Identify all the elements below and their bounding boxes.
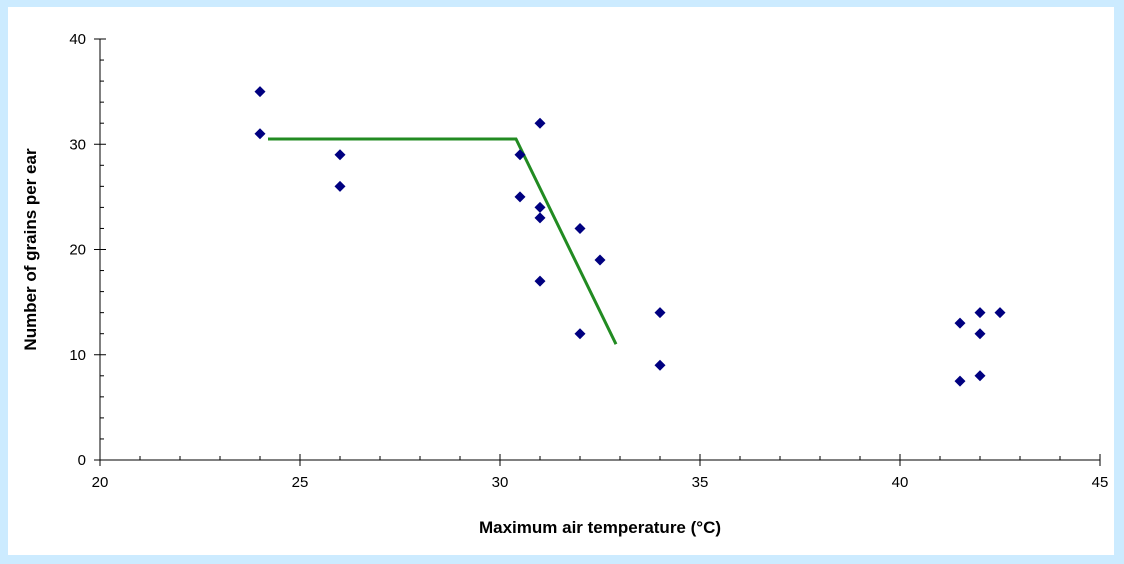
y-tick-label: 10 — [69, 347, 86, 364]
data-point — [534, 117, 546, 129]
x-tick-label: 30 — [492, 474, 509, 491]
data-point — [954, 317, 966, 329]
data-point — [574, 328, 586, 340]
fit-line — [268, 137, 618, 345]
data-point — [574, 222, 586, 234]
data-point — [334, 180, 346, 192]
data-point — [534, 212, 546, 224]
data-point — [334, 149, 346, 161]
x-tick-label: 35 — [692, 474, 709, 491]
data-point — [954, 375, 966, 387]
data-point — [974, 328, 986, 340]
data-point — [254, 128, 266, 140]
data-point — [974, 307, 986, 319]
y-tick-label: 30 — [69, 136, 86, 153]
data-point — [974, 370, 986, 382]
y-tick-label: 40 — [69, 31, 86, 48]
y-axis-title: Number of grains per ear — [21, 148, 40, 351]
data-point — [534, 275, 546, 287]
data-point — [254, 86, 266, 98]
data-point — [654, 359, 666, 371]
fit-line-group — [268, 137, 618, 345]
y-tick-label: 0 — [78, 452, 86, 469]
data-points — [254, 86, 1006, 387]
x-tick-label: 20 — [92, 474, 109, 491]
scatter-chart: 20 25 30 35 40 45 0 10 20 30 40 Maximum air temper… — [21, 31, 1108, 537]
chart-frame: 20 25 30 35 40 45 0 10 20 30 40 Maximum air temper… — [8, 7, 1114, 555]
data-point — [654, 307, 666, 319]
x-tick-label: 25 — [292, 474, 309, 491]
x-tick-label: 45 — [1092, 474, 1109, 491]
axes — [99, 39, 1100, 461]
x-tick-label: 40 — [892, 474, 909, 491]
data-point — [594, 254, 606, 266]
y-tick-label: 20 — [69, 242, 86, 259]
data-point — [514, 191, 526, 203]
data-point — [514, 149, 526, 161]
data-point — [534, 201, 546, 213]
ticks: 20 25 30 35 40 45 0 10 20 30 40 — [69, 31, 1108, 491]
x-axis-title: Maximum air temperature (°C) — [479, 518, 721, 537]
data-point — [994, 307, 1006, 319]
